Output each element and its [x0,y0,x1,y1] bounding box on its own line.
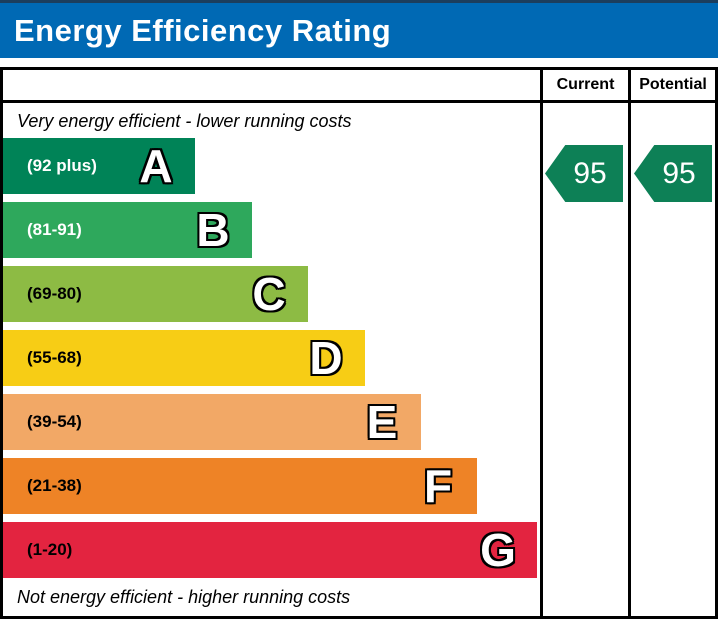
band-range-label: (1-20) [27,540,73,559]
energy-rating-header-bar: Energy Efficiency Rating [0,0,718,58]
band-letter: C [252,268,286,320]
band-letter: B [196,204,230,256]
band-row-c: (69-80) C [3,266,308,322]
band-letter: D [309,332,343,384]
band-range-label: (92 plus) [27,156,97,175]
current-rating-arrow: 95 [545,145,623,202]
band-range-label: (21-38) [27,476,82,495]
band-letter: G [480,524,516,576]
band-letter: F [423,460,453,512]
current-rating-value: 95 [573,156,607,190]
header-spacer-cell [3,70,540,100]
band-letter: A [139,140,173,192]
potential-rating-column: 95 [628,103,715,616]
potential-rating-value: 95 [662,156,696,190]
current-column-header: Current [540,70,628,100]
potential-rating-arrow: 95 [634,145,712,202]
page-title: Energy Efficiency Rating [14,12,392,48]
potential-column-header: Potential [628,70,715,100]
band-range-label: (81-91) [27,220,82,239]
band-range-label: (55-68) [27,348,82,367]
current-rating-column: 95 [540,103,628,616]
band-row-d: (55-68) D [3,330,365,386]
band-row-e: (39-54) E [3,394,421,450]
table-body-row: Very energy efficient - lower running co… [3,103,715,616]
band-row-g: (1-20) G [3,522,537,578]
top-note-text: Very energy efficient - lower running co… [17,111,352,131]
band-row-a: (92 plus) A [3,138,195,194]
table-header-row: Current Potential [3,70,715,103]
rating-bands: (92 plus) A (81-91) B (69-80) C (55-68) … [3,138,537,586]
bottom-note-text: Not energy efficient - higher running co… [17,587,351,607]
band-range-label: (39-54) [27,412,82,431]
epc-rating-table: Current Potential Very energy efficient … [0,67,718,619]
band-row-f: (21-38) F [3,458,477,514]
band-range-label: (69-80) [27,284,82,303]
band-row-b: (81-91) B [3,202,252,258]
band-letter: E [366,396,398,448]
rating-bands-chart: Very energy efficient - lower running co… [3,103,540,616]
